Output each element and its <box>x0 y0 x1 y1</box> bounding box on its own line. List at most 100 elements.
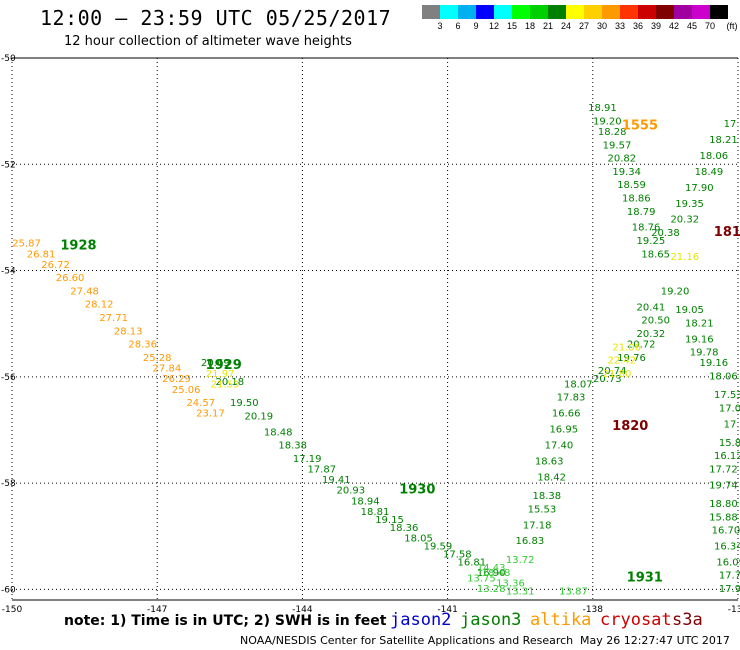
swh-value-label: 20.32 <box>670 215 699 226</box>
swh-value-label: 17.95 <box>719 584 740 595</box>
swh-value-label: 20.69 <box>201 358 230 369</box>
swh-value-label: 18.07 <box>564 379 593 390</box>
swh-value-label: 18.76 <box>632 223 661 234</box>
swh-value-label: 16.09 <box>716 557 740 568</box>
swh-value-label: 21.16 <box>670 252 699 263</box>
x-tick-label: -141 <box>437 605 457 615</box>
colorbar-swatch <box>710 5 728 19</box>
swh-value-label: 18.59 <box>617 180 646 191</box>
legend-item-jason2: jason2 <box>390 610 452 630</box>
swh-value-label: 16.70 <box>712 526 740 537</box>
swh-value-label: 13.75 <box>467 573 496 584</box>
swh-value-label: 20.38 <box>651 228 680 239</box>
swh-value-label: 18.05 <box>404 534 433 545</box>
swh-value-label: 20.72 <box>627 340 656 351</box>
colorbar-tick-label: 15 <box>506 21 518 31</box>
swh-value-label: 18.86 <box>622 193 651 204</box>
colorbar-swatch <box>494 5 512 19</box>
colorbar-swatch <box>602 5 620 19</box>
swh-value-label: 18.28 <box>598 127 627 138</box>
swh-value-label: 23.17 <box>196 409 225 420</box>
swh-value-label: 16.83 <box>516 536 545 547</box>
swh-value-label: 18.21 <box>709 135 738 146</box>
swh-value-label: 18.80 <box>709 499 738 510</box>
swh-value-label: 24.57 <box>186 398 215 409</box>
colorbar-tick-label: 39 <box>650 21 662 31</box>
colorbar-swatch <box>476 5 494 19</box>
swh-value-label: 26.81 <box>27 249 56 260</box>
swh-value-label: 17.08 <box>724 419 740 430</box>
swh-value-label: 19.74 <box>709 480 738 491</box>
x-tick-label: -135 <box>728 605 740 615</box>
swh-value-label: 21.97 <box>206 369 235 380</box>
swh-value-label: 19.20 <box>661 286 690 297</box>
swh-value-label: 20.82 <box>608 154 637 165</box>
colorbar-swatch <box>674 5 692 19</box>
swh-value-label: 17.53 <box>714 390 740 401</box>
footer-credit: NOAA/NESDIS Center for Satellite Applica… <box>240 634 573 647</box>
y-tick-label: -54 <box>1 267 16 277</box>
swh-value-label: 26.60 <box>56 273 85 284</box>
legend-item-jason3: jason3 <box>460 610 522 630</box>
swh-value-label: 20.19 <box>245 411 274 422</box>
swh-value-label: 13.31 <box>506 587 535 598</box>
swh-value-label: 18.48 <box>264 427 293 438</box>
swh-value-label: 26.72 <box>41 260 70 271</box>
swh-value-label: 18.63 <box>535 457 564 468</box>
y-tick-label: -60 <box>1 585 16 595</box>
swh-value-label: 16.12 <box>714 451 740 462</box>
swh-value-label: 19.59 <box>424 542 453 553</box>
swh-value-label: 20.41 <box>637 302 666 313</box>
swh-value-label: 28.12 <box>85 300 114 311</box>
pass-time-label: 1930 <box>399 483 435 498</box>
swh-value-label: 19.78 <box>690 348 719 359</box>
swh-value-label: 18.94 <box>351 496 380 507</box>
swh-value-label: 21.80 <box>603 369 632 380</box>
colorbar-tick-label: 33 <box>614 21 626 31</box>
swh-value-label: 19.57 <box>603 140 632 151</box>
swh-value-label: 18.48 <box>482 568 511 579</box>
colorbar-swatch <box>422 5 440 19</box>
colorbar-tick-label: 9 <box>473 21 479 31</box>
x-tick-label: -144 <box>292 605 313 615</box>
swh-value-label: 19.16 <box>699 358 728 369</box>
swh-value-label: 17.83 <box>557 393 586 404</box>
swh-value-label: 22.42 <box>608 356 637 367</box>
colorbar-tick-label: 42 <box>668 21 680 31</box>
swh-value-label: 18.65 <box>641 249 670 260</box>
swh-value-label: 13.36 <box>496 579 525 590</box>
colorbar-tick-label: 24 <box>560 21 572 31</box>
swh-value-label: 15.88 <box>709 512 738 523</box>
y-tick-label: -52 <box>1 160 16 170</box>
swh-value-label: 18.81 <box>361 507 390 518</box>
colorbar-tick-label: 12 <box>488 21 500 31</box>
y-tick-label: -50 <box>1 54 16 64</box>
swh-value-label: 19.05 <box>675 305 704 316</box>
swh-value-label: 25.87 <box>12 239 41 250</box>
colorbar-tick-label: 6 <box>455 21 461 31</box>
swh-value-label: 27.84 <box>153 364 182 375</box>
swh-value-label: 13.72 <box>506 555 535 566</box>
swh-value-label: 16.95 <box>549 425 578 436</box>
colorbar-swatch <box>620 5 638 19</box>
page-subtitle: 12 hour collection of altimeter wave hei… <box>64 34 352 49</box>
swh-value-label: 20.50 <box>641 316 670 327</box>
colorbar-unit: (ft) <box>726 21 738 31</box>
swh-value-label: 17.84 <box>724 119 740 130</box>
colorbar-tick-label: 30 <box>596 21 608 31</box>
swh-value-label: 19.50 <box>230 398 259 409</box>
swh-value-label: 18.79 <box>627 207 656 218</box>
swh-value-label: 18.49 <box>695 167 724 178</box>
swh-value-label: 19.76 <box>617 353 646 364</box>
x-tick-label: -138 <box>583 605 604 615</box>
swh-value-label: 15.53 <box>528 504 557 515</box>
legend-item-s3a: s3a <box>672 610 703 630</box>
colorbar-swatch <box>566 5 584 19</box>
colorbar-swatch <box>584 5 602 19</box>
footer-timestamp: May 26 12:27:47 UTC 2017 <box>580 634 730 647</box>
swh-value-label: 15.89 <box>719 438 740 449</box>
swh-value-label: 13.87 <box>559 587 588 598</box>
swh-value-label: 19.34 <box>612 167 641 178</box>
swh-value-label: 27.71 <box>99 313 128 324</box>
